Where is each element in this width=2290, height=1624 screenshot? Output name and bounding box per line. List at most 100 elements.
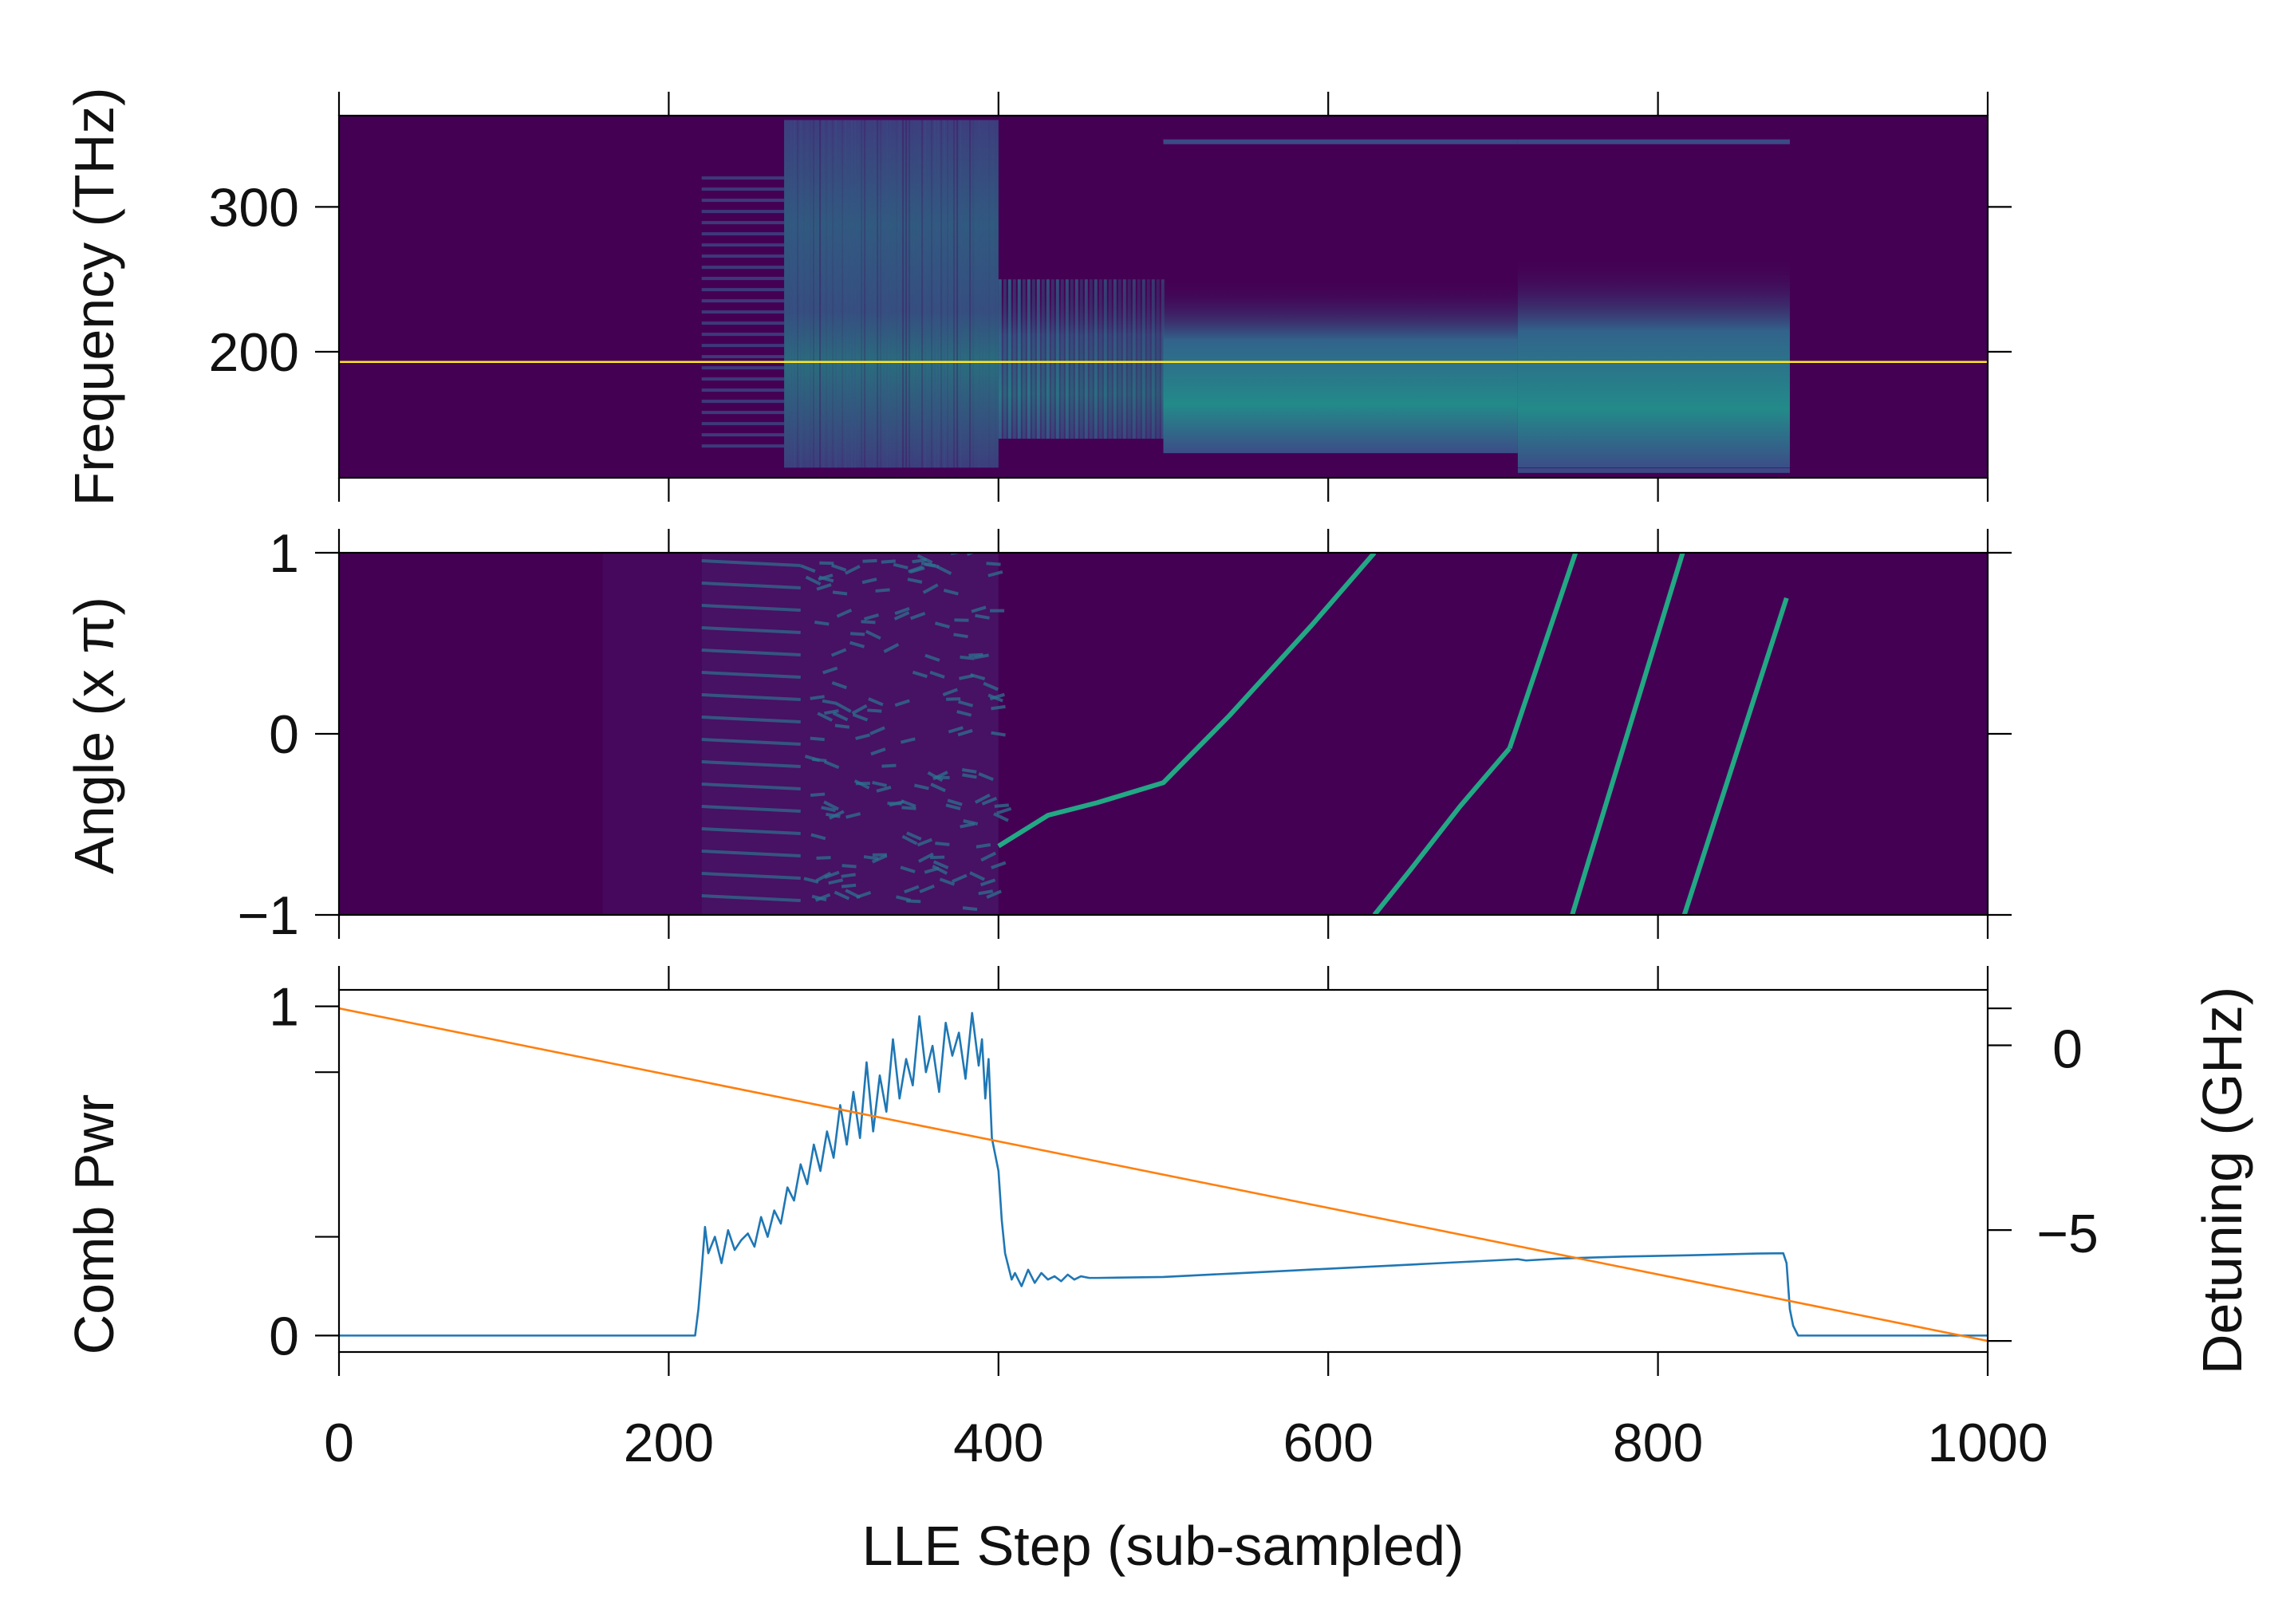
angle-noise-mark <box>810 736 825 742</box>
soliton-trace <box>1681 597 1789 915</box>
angle-noise-mark <box>986 562 1001 566</box>
comb-power-ticks: 0 200 400 600 800 1000 0 1 −5 0 <box>269 966 2099 1473</box>
angle-noise-mark <box>983 681 999 692</box>
angle-ripple <box>701 604 801 612</box>
angle-ripple <box>701 648 801 656</box>
angle-noise-mark <box>821 806 837 813</box>
angle-noise-mark <box>823 800 839 811</box>
spectrum-noise-stripe <box>854 120 857 468</box>
angle-noise-mark <box>867 708 882 713</box>
angle-noise-mark <box>932 864 948 875</box>
angle-noise-mark <box>863 613 880 621</box>
angle-noise-mark <box>978 889 994 896</box>
angle-noise-mark <box>962 906 978 912</box>
angle-noise-mark <box>810 833 826 841</box>
spectrum-noise-stripe <box>940 120 943 468</box>
angle-noise-mark <box>993 812 1009 822</box>
angle-noise-mark <box>830 648 847 657</box>
spectrum-noise-stripe <box>845 120 847 468</box>
angle-noise-mark <box>868 697 884 707</box>
angle-noise-mark <box>974 793 991 804</box>
angle-noise-mark <box>936 565 952 575</box>
y-tick-label: 1 <box>269 523 299 584</box>
y-tick-label: 1 <box>269 977 299 1038</box>
angle-noise-mark <box>924 653 940 662</box>
angle-noise-mark <box>962 773 977 779</box>
angle-noise-mark <box>875 588 890 593</box>
angle-noise-mark <box>849 641 865 648</box>
angle-noise-mark <box>956 710 972 717</box>
spectrum-noise-stripe <box>880 120 882 468</box>
spectrum-noise-stripe <box>857 120 860 468</box>
spectrum-noise-stripe <box>956 120 959 468</box>
angle-noise-mark <box>930 782 946 793</box>
comb-power-panel: 0 200 400 600 800 1000 0 1 −5 0 Comb Pwr Detuning… <box>63 966 2253 1577</box>
angle-noise-mark <box>980 851 997 862</box>
spectrum-marks <box>339 120 1988 473</box>
angle-noise-mark <box>831 563 847 572</box>
spectrum-noise-stripe <box>995 120 996 467</box>
y-tick-label: 300 <box>209 177 299 238</box>
spectrum-noise-stripe <box>963 120 964 467</box>
angle-noise-mark <box>836 609 853 618</box>
angle-noise-mark <box>889 800 905 807</box>
angle-noise-mark <box>800 564 816 574</box>
spectrum-noise-stripe <box>873 120 876 468</box>
angle-noise-mark <box>979 878 996 887</box>
angle-ripple <box>701 671 801 679</box>
spectrum-noise-stripe <box>947 120 949 468</box>
angle-ripple <box>701 805 801 813</box>
angle-noise-mark <box>841 873 856 878</box>
angle-noise-mark <box>976 843 991 849</box>
spectrum-noise-stripe <box>838 120 841 468</box>
angle-ripple <box>701 738 801 746</box>
spectrum-noise-stripe <box>953 120 956 468</box>
spectrum-noise-stripe <box>960 120 962 468</box>
angle-noise-mark <box>945 803 961 810</box>
angle-noise-mark <box>822 666 838 675</box>
spectrum-ticks: 200 300 <box>209 92 2012 502</box>
angle-noise-mark <box>987 693 1003 703</box>
angle-noise-mark <box>832 711 849 722</box>
spectrum-noise-stripe <box>813 120 815 468</box>
comb-power-line <box>339 1011 1988 1337</box>
angle-noise-mark <box>883 643 900 653</box>
angle-noise-mark <box>907 577 923 584</box>
spectrum-noise-stripe <box>787 120 790 468</box>
angle-noise-mark <box>975 613 990 620</box>
spectrum-noise-stripe <box>819 120 822 468</box>
angle-noise-mark <box>991 861 1007 869</box>
angle-ripple <box>701 626 801 634</box>
spectrum-noise-stripe <box>902 120 905 468</box>
angle-noise-mark <box>942 688 959 696</box>
angle-ripple <box>701 872 801 880</box>
spectrum-noise-stripe <box>851 120 853 468</box>
angle-noise-mark <box>872 780 888 787</box>
angle-ticks: −1 0 1 <box>237 523 2012 946</box>
angle-noise-mark <box>946 697 961 701</box>
angle-noise-mark <box>961 768 977 774</box>
angle-noise-mark <box>991 704 1006 711</box>
angle-ripple <box>701 581 801 589</box>
angle-noise-mark <box>835 702 852 713</box>
x-tick-label: 400 <box>953 1413 1043 1473</box>
angle-noise-mark <box>894 606 910 616</box>
angle-ripple <box>701 559 801 567</box>
y2-tick-label: −5 <box>2036 1204 2099 1264</box>
spectrum-noise-stripe <box>909 120 911 468</box>
angle-noise-mark <box>849 632 865 637</box>
angle-noise-mark <box>853 779 870 790</box>
angle-noise-mark <box>943 588 959 596</box>
spectrum-noise-stripe <box>934 120 936 468</box>
angle-noise-mark <box>991 731 1006 737</box>
y-tick-label: 0 <box>269 1306 299 1366</box>
angle-noise-mark <box>909 566 925 574</box>
spectrum-noise-stripe <box>979 120 981 468</box>
angle-noise-mark <box>893 562 909 570</box>
angle-noise-mark <box>805 575 822 586</box>
spectrum-noise-stripe <box>991 120 993 467</box>
angle-ylabel: Angle (x π) <box>63 597 125 874</box>
spectrum-noise-stripe <box>816 120 818 467</box>
spectrum-noise-stripe <box>797 120 799 468</box>
